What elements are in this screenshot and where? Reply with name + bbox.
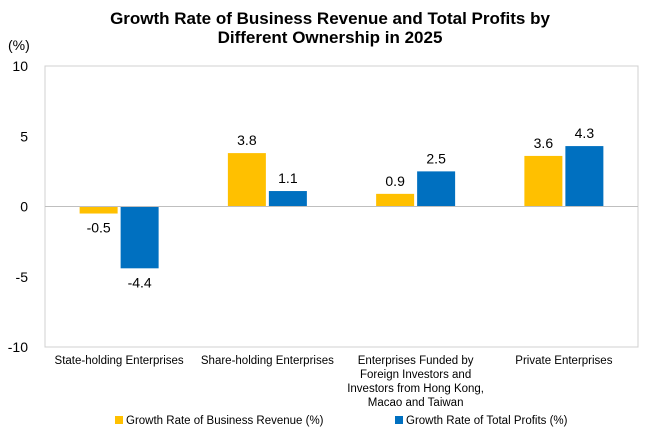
y-axis-unit-label: (%) xyxy=(8,37,30,53)
category-label: Enterprises Funded by Foreign Investors a… xyxy=(347,355,484,409)
data-label: 3.6 xyxy=(534,135,554,151)
bar-total-profits xyxy=(417,171,456,207)
legend-label: Growth Rate of Total Profits (%) xyxy=(406,415,568,427)
bar-total-profits xyxy=(120,206,159,269)
chart-title-line: Different Ownership in 2025 xyxy=(218,28,443,47)
y-tick-label: 5 xyxy=(20,128,28,144)
plot-area: 10 5 0 -5 -10 -0.5 3.8 0.9 3.6 -4.4 1.1 2.5 4.3 State… xyxy=(8,58,639,409)
bar-business-revenue xyxy=(79,206,118,214)
y-tick-label: -5 xyxy=(16,269,29,285)
bar-business-revenue xyxy=(524,155,563,207)
bar-business-revenue xyxy=(376,193,415,207)
chart-title-line: Growth Rate of Business Revenue and Tota… xyxy=(110,9,550,28)
y-tick-label: -10 xyxy=(8,339,28,355)
chart-title: Growth Rate of Business Revenue and Tota… xyxy=(110,9,550,47)
data-label: 1.1 xyxy=(278,170,298,186)
legend-swatch xyxy=(115,416,123,424)
legend-swatch xyxy=(395,416,403,424)
category-label: Share-holding Enterprises xyxy=(201,355,334,367)
bar-total-profits xyxy=(565,146,604,207)
data-label: 2.5 xyxy=(426,150,446,166)
data-label: -4.4 xyxy=(128,274,152,290)
bar-total-profits xyxy=(268,191,307,207)
y-tick-label: 0 xyxy=(20,199,28,215)
bar-business-revenue xyxy=(227,153,266,207)
category-label: Private Enterprises xyxy=(515,355,612,367)
data-label: 0.9 xyxy=(385,173,405,189)
data-label: 4.3 xyxy=(575,125,595,141)
category-label: State-holding Enterprises xyxy=(55,355,184,367)
legend-label: Growth Rate of Business Revenue (%) xyxy=(126,415,324,427)
data-label: 3.8 xyxy=(237,132,257,148)
y-tick-label: 10 xyxy=(12,58,28,74)
legend: Growth Rate of Business Revenue (%) Growt… xyxy=(115,415,568,427)
data-label: -0.5 xyxy=(87,220,111,236)
